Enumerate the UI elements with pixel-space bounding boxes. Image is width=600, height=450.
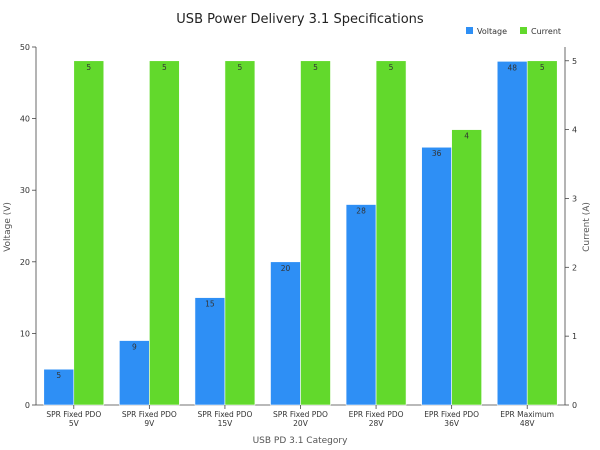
y-right-tick-label: 3 <box>572 194 577 203</box>
data-label-voltage: 28 <box>356 207 366 216</box>
bar-voltage <box>345 204 377 406</box>
bar-current <box>375 60 407 406</box>
legend-label-voltage: Voltage <box>477 27 507 36</box>
bar-current <box>149 60 180 406</box>
x-tick-label: SPR Fixed PDO 5V <box>46 410 101 428</box>
x-tick-label: EPR Maximum 48V <box>500 410 554 428</box>
legend-swatch-current <box>520 27 527 34</box>
bar-voltage <box>43 368 75 406</box>
y-left-tick-label: 20 <box>20 258 30 267</box>
data-label-voltage: 9 <box>132 343 137 352</box>
bar-voltage <box>119 340 150 406</box>
data-label-voltage: 48 <box>507 63 517 72</box>
data-label-voltage: 20 <box>281 264 291 273</box>
data-label-current: 5 <box>540 63 545 72</box>
y-left-tick-label: 40 <box>20 115 30 124</box>
y-axis-left-label: Voltage (V) <box>3 202 13 252</box>
x-tick-label: SPR Fixed PDO 15V <box>197 410 252 428</box>
y-right-tick-label: 2 <box>572 263 577 272</box>
legend-swatch-voltage <box>466 27 473 34</box>
x-tick-label: SPR Fixed PDO 9V <box>122 410 177 428</box>
bar-current <box>451 129 482 406</box>
bar-current <box>526 60 558 406</box>
bar-voltage <box>194 297 226 406</box>
legend-label-current: Current <box>531 27 561 36</box>
data-label-voltage: 5 <box>56 371 61 380</box>
data-label-current: 5 <box>238 63 243 72</box>
y-right-tick-label: 5 <box>572 57 577 66</box>
y-left-tick-label: 30 <box>20 186 30 195</box>
y-left-tick-label: 0 <box>25 401 30 410</box>
bar-current <box>224 60 256 406</box>
y-right-tick-label: 1 <box>572 332 577 341</box>
data-label-current: 5 <box>389 63 394 72</box>
x-tick-label: EPR Fixed PDO 36V <box>424 410 479 428</box>
y-right-tick-label: 0 <box>572 401 577 410</box>
legend: Voltage Current <box>466 27 561 36</box>
plot-area: 0 10 20 30 40 50 0 1 2 3 4 5 5 5 SPR Fixed PDO 5V 9 5 SPR … <box>20 43 577 428</box>
data-label-voltage: 15 <box>205 300 215 309</box>
x-tick-label: EPR Fixed PDO 28V <box>349 410 404 428</box>
x-tick-label: SPR Fixed PDO 20V <box>273 410 328 428</box>
y-right-tick-label: 4 <box>572 126 577 135</box>
data-label-current: 5 <box>162 63 167 72</box>
bar-current <box>300 60 331 406</box>
bar-voltage <box>270 261 301 406</box>
data-label-current: 5 <box>313 63 318 72</box>
bar-current <box>73 60 105 406</box>
data-label-voltage: 36 <box>432 149 442 158</box>
chart-title: USB Power Delivery 3.1 Specifications <box>176 12 424 27</box>
data-label-current: 5 <box>86 63 91 72</box>
y-left-tick-label: 10 <box>20 329 30 338</box>
bar-voltage <box>421 146 452 406</box>
y-left-tick-label: 50 <box>20 43 30 52</box>
data-label-current: 4 <box>464 132 469 141</box>
x-axis-label: USB PD 3.1 Category <box>253 436 349 446</box>
y-axis-right-label: Current (A) <box>582 202 592 252</box>
bar-voltage <box>496 61 528 406</box>
